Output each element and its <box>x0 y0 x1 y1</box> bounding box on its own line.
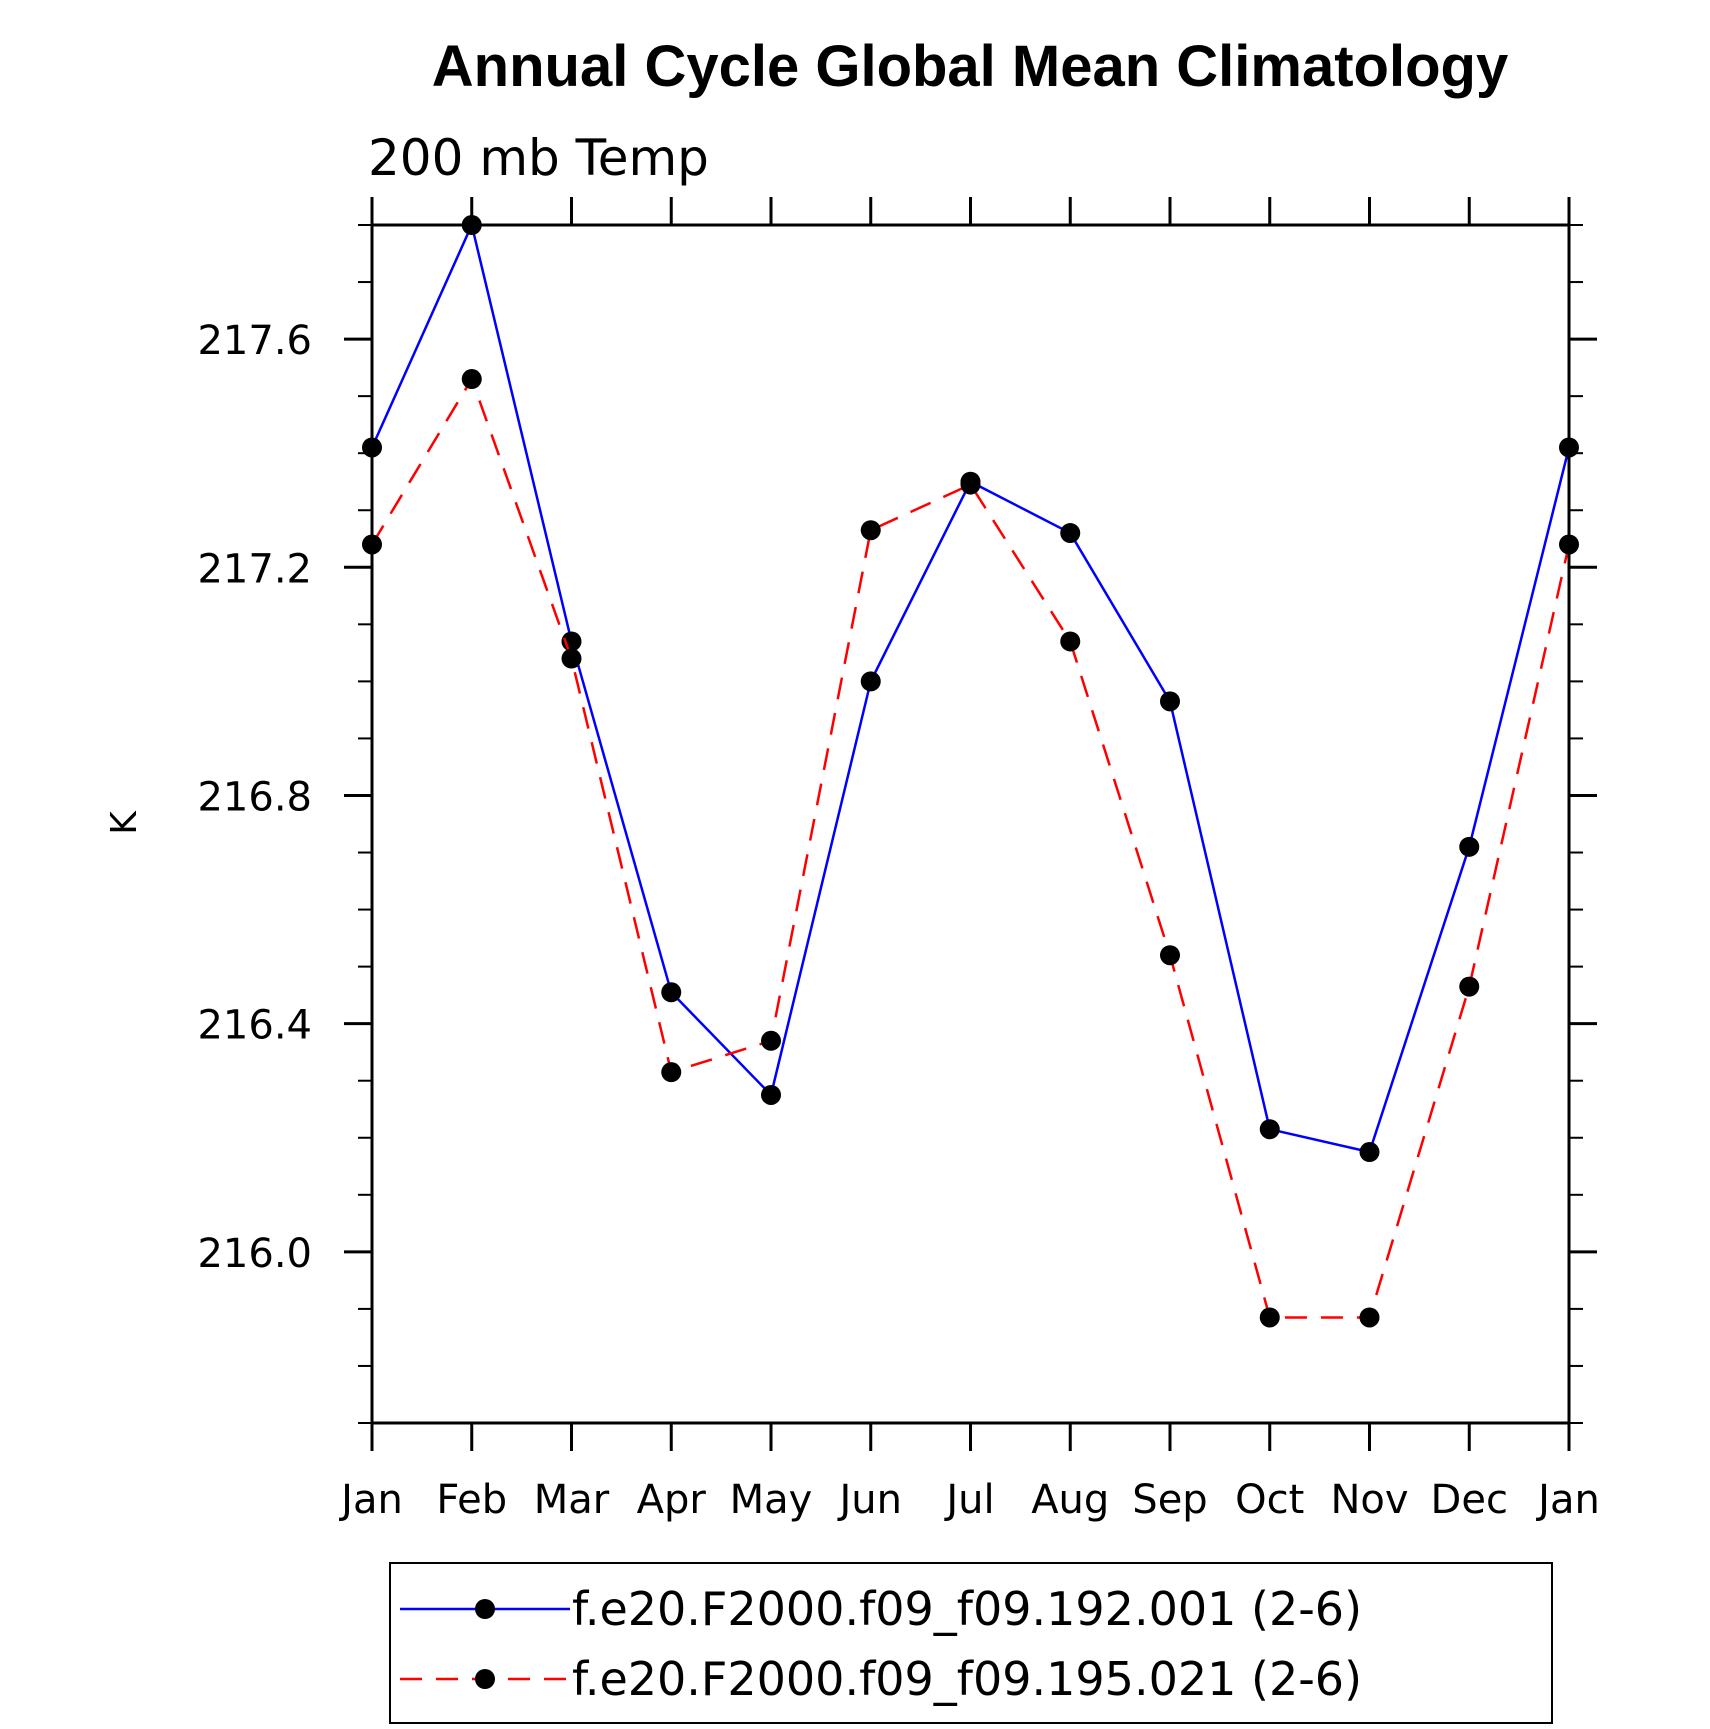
x-tick-label: Jan <box>1535 1477 1600 1523</box>
series-1-point <box>461 215 482 235</box>
series-1-point <box>1459 836 1480 857</box>
series-1-point <box>1559 437 1579 458</box>
x-tick-label: Nov <box>1330 1477 1408 1523</box>
legend: f.e20.F2000.f09_f09.192.001 (2-6) f.e20.F… <box>389 1562 1553 1724</box>
series-1-point <box>860 671 881 692</box>
chart-subtitle: 200 mb Temp <box>368 129 709 187</box>
series-2-point <box>461 369 482 390</box>
series-2-point <box>1060 631 1081 652</box>
x-tick-label: Jul <box>943 1477 994 1523</box>
series-2-point <box>1459 976 1480 997</box>
y-tick-label: 217.2 <box>197 546 312 592</box>
x-tick-label: Feb <box>436 1477 507 1523</box>
x-tick-label: Sep <box>1132 1477 1207 1523</box>
series-2-point <box>1559 534 1579 555</box>
axis-ticks <box>344 197 1597 1451</box>
series-2-point <box>1259 1307 1280 1328</box>
series-2-point <box>1160 945 1180 966</box>
series-2-point <box>1359 1307 1380 1328</box>
tick-labels: Jan Feb Mar Apr May Jun Jul Aug Sep Oct Nov Dec Jan 2… <box>197 318 1599 1523</box>
series-1-point <box>1060 523 1081 544</box>
series-1-line <box>370 221 1571 1154</box>
x-tick-label: Jun <box>837 1477 903 1523</box>
legend-marker <box>475 1669 495 1689</box>
x-tick-label: Dec <box>1431 1477 1508 1523</box>
x-tick-label: May <box>730 1477 813 1523</box>
series-2-point <box>362 534 382 555</box>
y-axis-label: K <box>104 810 145 835</box>
x-tick-label: Jan <box>338 1477 403 1523</box>
series-2-point <box>960 474 981 495</box>
y-tick-label: 216.8 <box>197 774 312 820</box>
series-1 <box>362 215 1579 1163</box>
series-2-point <box>661 1062 682 1083</box>
series-2-point <box>761 1030 781 1051</box>
plot-frame <box>370 223 1571 1425</box>
x-tick-label: Mar <box>534 1477 610 1523</box>
series-2-line <box>370 376 1571 1319</box>
x-tick-label: Oct <box>1235 1477 1304 1523</box>
series-layer <box>362 215 1579 1328</box>
y-tick-label: 216.0 <box>197 1231 312 1277</box>
x-tick-label: Aug <box>1031 1477 1109 1523</box>
x-tick-label: Apr <box>637 1477 707 1523</box>
legend-label: f.e20.F2000.f09_f09.192.001 (2-6) <box>572 1582 1362 1636</box>
legend-marker <box>475 1599 495 1619</box>
series-1-point <box>1259 1119 1280 1140</box>
series-2-point <box>561 648 582 669</box>
y-tick-label: 216.4 <box>197 1003 312 1049</box>
series-1-point <box>761 1084 781 1105</box>
series-1-point <box>1160 691 1180 712</box>
series-1-point <box>362 437 382 458</box>
legend-box <box>389 1562 1553 1724</box>
y-tick-label: 217.6 <box>197 318 312 364</box>
legend-entries: f.e20.F2000.f09_f09.192.001 (2-6) f.e20.F… <box>400 1582 1362 1706</box>
chart-title: Annual Cycle Global Mean Climatology <box>432 34 1508 99</box>
series-2-point <box>860 520 881 541</box>
legend-label: f.e20.F2000.f09_f09.195.021 (2-6) <box>572 1652 1362 1706</box>
series-1-point <box>1359 1142 1380 1163</box>
series-1-point <box>661 982 682 1003</box>
series-2 <box>362 369 1579 1328</box>
